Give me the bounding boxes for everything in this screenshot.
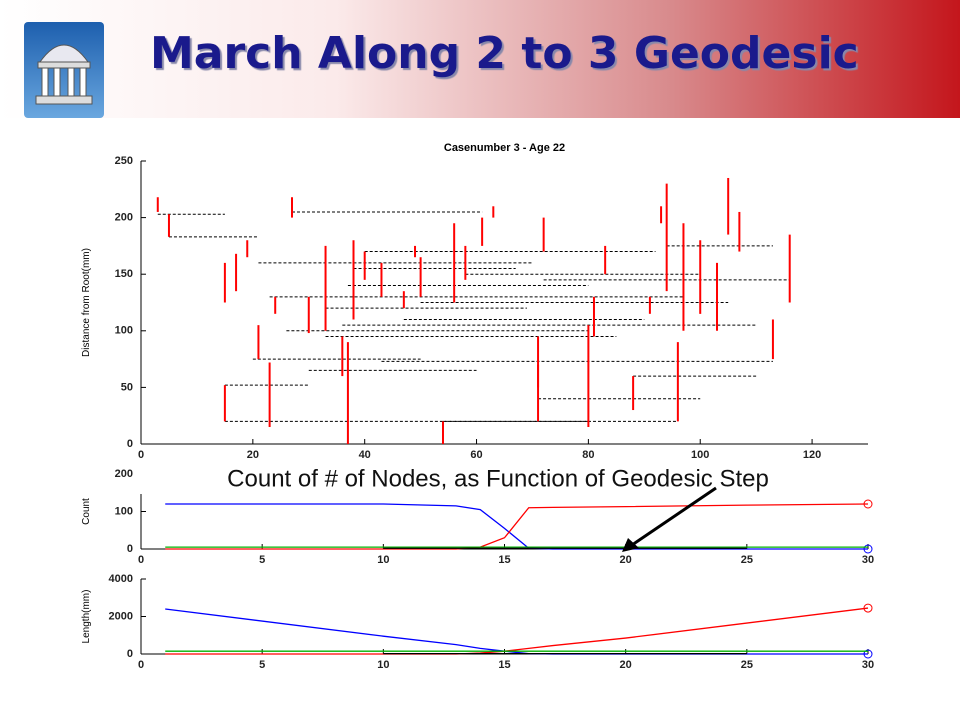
end-marker bbox=[863, 649, 873, 659]
x-tick-label: 30 bbox=[862, 554, 874, 566]
x-tick-label: 40 bbox=[359, 449, 371, 461]
y-tick-label: 4000 bbox=[109, 573, 133, 585]
x-tick-label: 20 bbox=[620, 554, 632, 566]
x-tick-label: 15 bbox=[498, 659, 510, 671]
y-axis-label: Count bbox=[81, 498, 92, 525]
end-marker bbox=[863, 499, 873, 509]
y-tick-label: 100 bbox=[115, 325, 133, 337]
series-line bbox=[165, 503, 868, 550]
x-tick-label: 20 bbox=[620, 659, 632, 671]
annotation-arrow bbox=[631, 486, 717, 547]
x-tick-label: 5 bbox=[259, 554, 265, 566]
x-tick-label: 15 bbox=[498, 554, 510, 566]
y-axis-label: Distance from Root(mm) bbox=[81, 248, 92, 357]
x-tick-label: 5 bbox=[259, 659, 265, 671]
series-line bbox=[165, 608, 868, 655]
slide-title: March Along 2 to 3 Geodesic bbox=[150, 28, 859, 79]
x-tick-label: 20 bbox=[247, 449, 259, 461]
y-tick-label: 0 bbox=[127, 438, 133, 450]
x-tick-label: 25 bbox=[741, 659, 753, 671]
x-tick-label: 10 bbox=[377, 554, 389, 566]
y-tick-label: 150 bbox=[115, 268, 133, 280]
x-tick-label: 0 bbox=[138, 554, 144, 566]
annotation: Count of # of Nodes, as Function of Geod… bbox=[227, 465, 769, 492]
x-tick-label: 120 bbox=[803, 449, 821, 461]
annotation-bg bbox=[135, 462, 862, 494]
series-line bbox=[165, 503, 869, 550]
x-tick-label: 30 bbox=[862, 659, 874, 671]
logo bbox=[24, 22, 104, 118]
y-tick-label: 0 bbox=[127, 648, 133, 660]
x-tick-label: 0 bbox=[138, 659, 144, 671]
y-tick-label: 100 bbox=[115, 505, 133, 517]
y-tick-label: 200 bbox=[115, 468, 133, 480]
annotation-arrowhead bbox=[622, 538, 639, 552]
end-marker bbox=[863, 603, 873, 613]
x-tick-label: 60 bbox=[470, 449, 482, 461]
y-tick-label: 2000 bbox=[109, 610, 133, 622]
y-tick-label: 0 bbox=[127, 543, 133, 555]
x-tick-label: 0 bbox=[138, 449, 144, 461]
y-tick-label: 50 bbox=[121, 381, 133, 393]
x-tick-label: 25 bbox=[741, 554, 753, 566]
series-line bbox=[165, 607, 869, 655]
end-marker bbox=[863, 544, 873, 554]
y-tick-label: 250 bbox=[115, 155, 133, 167]
chart-title: Casenumber 3 - Age 22 bbox=[444, 142, 565, 154]
x-tick-label: 10 bbox=[377, 659, 389, 671]
y-axis-label: Length(mm) bbox=[81, 590, 92, 644]
x-tick-label: 100 bbox=[691, 449, 709, 461]
x-tick-label: 80 bbox=[582, 449, 594, 461]
header-band bbox=[0, 0, 960, 118]
y-tick-label: 200 bbox=[115, 212, 133, 224]
